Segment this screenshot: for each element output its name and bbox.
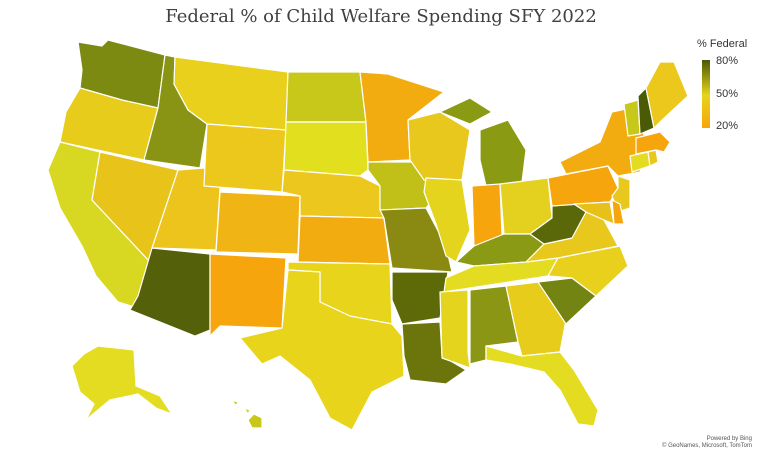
state-ak: [71, 345, 173, 421]
state-ms: [439, 289, 471, 369]
legend-min-label: 20%: [716, 120, 739, 132]
state-ct: [629, 151, 651, 173]
attribution-powered-by: Powered by Bing: [706, 436, 752, 442]
state-ma: [635, 131, 671, 155]
legend-gradient-bar: [702, 60, 710, 128]
state-ri: [647, 149, 659, 167]
state-wi: [407, 111, 471, 181]
state-la: [401, 321, 467, 385]
state-ar: [391, 271, 449, 325]
state-co: [215, 191, 301, 255]
state-me: [645, 61, 689, 129]
state-md: [573, 201, 615, 225]
state-nm: [209, 253, 287, 337]
legend-max-label: 80%: [716, 55, 739, 67]
legend-mid-label: 50%: [716, 88, 739, 100]
map-title: Federal % of Child Welfare Spending SFY …: [165, 6, 597, 27]
state-sd: [283, 121, 369, 177]
state-wy: [203, 123, 287, 193]
state-tx: [239, 269, 405, 431]
state-mo: [379, 207, 453, 273]
attribution-credits: © GeoNames, Microsoft, TomTom: [662, 443, 752, 449]
state-fl: [485, 345, 599, 427]
state-nd: [285, 71, 367, 123]
legend-title: % Federal: [697, 38, 748, 50]
state-de: [611, 199, 625, 225]
state-il: [423, 177, 471, 263]
state-pa: [547, 165, 619, 207]
state-ks: [297, 215, 391, 265]
state-hi: [231, 399, 263, 429]
map-attribution: Powered by Bing © GeoNames, Microsoft, T…: [662, 436, 752, 450]
